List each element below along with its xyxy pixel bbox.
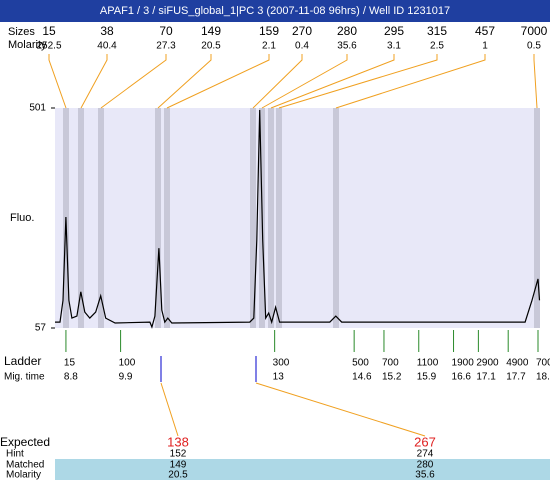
ladder-size: 4900 bbox=[506, 358, 529, 369]
peak-molarity: 2.1 bbox=[262, 41, 276, 52]
peak-link bbox=[261, 54, 348, 109]
mig-time-label: Mig. time bbox=[4, 372, 45, 383]
trace bbox=[55, 109, 541, 329]
ladder-time: 17.1 bbox=[476, 372, 496, 383]
row-label: Hint bbox=[6, 449, 24, 460]
ladder-time: 17.7 bbox=[506, 372, 526, 383]
peak-size: 280 bbox=[337, 24, 357, 38]
peak-molarity: 40.4 bbox=[97, 41, 117, 52]
peak-band bbox=[268, 108, 274, 328]
peak-molarity: 3.1 bbox=[387, 41, 401, 52]
ladder-time: 18.3 bbox=[536, 372, 550, 383]
peak-band bbox=[250, 108, 256, 328]
expected-link bbox=[160, 382, 179, 437]
peak-link bbox=[80, 54, 108, 109]
row-label: Expected bbox=[0, 435, 50, 449]
peak-size: 70 bbox=[159, 24, 173, 38]
ladder-time: 9.9 bbox=[119, 372, 133, 383]
row-value: 274 bbox=[417, 449, 434, 460]
ladder-label: Ladder bbox=[4, 354, 41, 368]
row-value: 267 bbox=[414, 434, 436, 449]
ladder-time: 8.8 bbox=[64, 372, 78, 383]
expected-link bbox=[255, 382, 426, 437]
peak-molarity: 252.5 bbox=[36, 41, 61, 52]
peak-band bbox=[164, 108, 170, 328]
row-label: Matched bbox=[6, 460, 44, 471]
molarity-label: Molarity bbox=[8, 39, 47, 51]
peak-band bbox=[276, 108, 282, 328]
ladder-time: 16.6 bbox=[452, 372, 472, 383]
ladder-time: 14.6 bbox=[352, 372, 372, 383]
peak-size: 7000 bbox=[521, 24, 548, 38]
peak-size: 149 bbox=[201, 24, 221, 38]
row-value: 149 bbox=[170, 460, 187, 471]
ladder-size: 15 bbox=[64, 358, 76, 369]
ladder-size: 500 bbox=[352, 358, 369, 369]
peak-link bbox=[100, 54, 167, 109]
row-value: 138 bbox=[167, 434, 189, 449]
title-bar bbox=[0, 0, 550, 22]
peak-molarity: 0.5 bbox=[527, 41, 541, 52]
ladder-size: 700 bbox=[382, 358, 399, 369]
peak-size: 15 bbox=[42, 24, 56, 38]
peak-link bbox=[157, 54, 212, 109]
peak-band bbox=[333, 108, 339, 328]
peak-size: 159 bbox=[259, 24, 279, 38]
row-value: 20.5 bbox=[168, 470, 188, 480]
peak-link bbox=[335, 54, 486, 109]
ladder-size: 2900 bbox=[476, 358, 499, 369]
peak-molarity: 0.4 bbox=[295, 41, 309, 52]
y-tick-label: 57 bbox=[35, 323, 47, 334]
ladder-size: 300 bbox=[273, 358, 290, 369]
peak-band bbox=[98, 108, 104, 328]
peak-band bbox=[78, 108, 84, 328]
plot-area bbox=[55, 108, 540, 328]
peak-link bbox=[252, 54, 303, 109]
row-label: Molarity bbox=[6, 470, 41, 480]
peak-size: 457 bbox=[475, 24, 495, 38]
peak-molarity: 20.5 bbox=[201, 41, 221, 52]
window-title: APAF1 / 3 / siFUS_global_1|PC 3 (2007-11… bbox=[100, 5, 450, 17]
row-value: 152 bbox=[170, 449, 187, 460]
y-tick-label: 501 bbox=[29, 103, 46, 114]
peak-link bbox=[278, 54, 438, 109]
row-value: 280 bbox=[417, 460, 434, 471]
peak-size: 38 bbox=[100, 24, 114, 38]
ladder-time: 13 bbox=[273, 372, 285, 383]
peak-size: 295 bbox=[384, 24, 404, 38]
peak-molarity: 27.3 bbox=[156, 41, 176, 52]
matched-bg bbox=[55, 459, 550, 480]
row-value: 35.6 bbox=[415, 470, 435, 480]
peak-molarity: 2.5 bbox=[430, 41, 444, 52]
peak-link bbox=[166, 54, 270, 109]
ladder-size: 7000 bbox=[536, 358, 550, 369]
peak-molarity: 1 bbox=[482, 41, 488, 52]
ladder-size: 100 bbox=[119, 358, 136, 369]
sizes-label: Sizes bbox=[8, 26, 35, 38]
y-axis-label: Fluo. bbox=[10, 212, 34, 224]
ladder-size: 1100 bbox=[417, 358, 439, 369]
ladder-time: 15.2 bbox=[382, 372, 402, 383]
peak-molarity: 35.6 bbox=[337, 41, 357, 52]
peak-link bbox=[533, 54, 538, 109]
peak-size: 315 bbox=[427, 24, 447, 38]
ladder-size: 1900 bbox=[452, 358, 475, 369]
peak-size: 270 bbox=[292, 24, 312, 38]
ladder-time: 15.9 bbox=[417, 372, 437, 383]
peak-link bbox=[270, 54, 395, 109]
peak-band bbox=[534, 108, 540, 328]
peak-link bbox=[48, 54, 67, 109]
peak-band bbox=[155, 108, 161, 328]
